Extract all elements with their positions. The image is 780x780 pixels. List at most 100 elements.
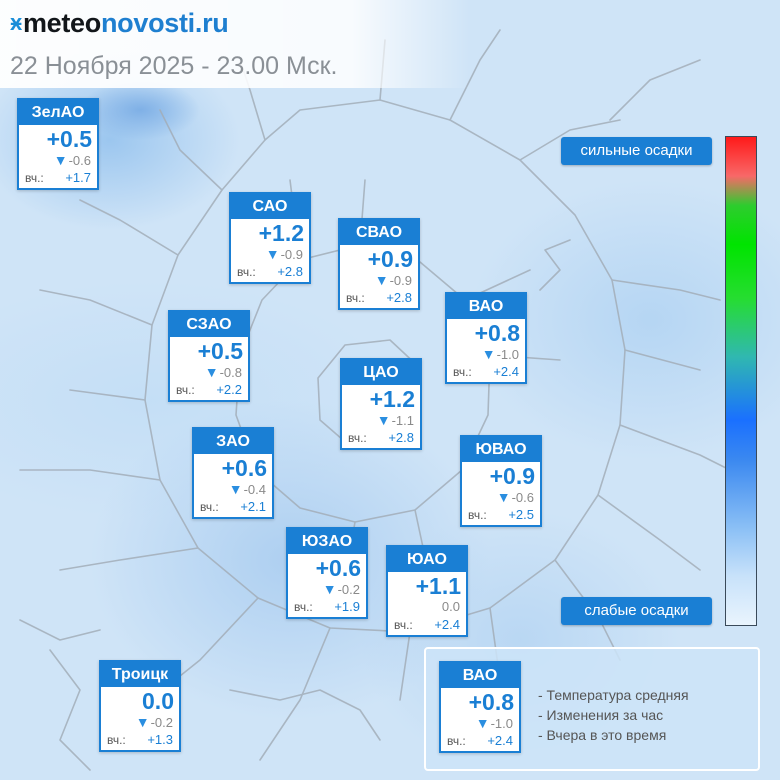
yesterday-value: +2.1 [240,499,266,514]
district-temperature: 0.0 [142,688,174,714]
yesterday-value: +2.4 [487,733,513,748]
district-hourly-change: ▼-1.0 [447,346,525,362]
change-value: -0.4 [243,482,266,497]
district-temperature: +0.9 [489,463,535,489]
yesterday-value: +2.8 [386,290,412,305]
district-yesterday: вч.: +2.8 [231,262,309,282]
district-temperature: +0.9 [367,246,413,272]
district-name: САО [231,194,309,219]
district-name: ЮЗАО [288,529,366,554]
arrow-down-icon: ▼ [265,246,280,262]
district-hourly-change: ▼-0.6 [462,489,540,505]
arrow-down-icon: ▼ [53,152,68,168]
arrow-down-icon: ▼ [322,581,337,597]
arrow-down-icon: ▼ [204,364,219,380]
yesterday-value: +1.7 [65,170,91,185]
yesterday-label: вч.: [348,431,367,445]
district-temperature: +0.8 [474,320,520,346]
district-yesterday: вч.: +2.4 [447,362,525,382]
district-temperature: +1.1 [415,573,461,599]
district-temperature: +0.8 [468,689,514,715]
logo-text-dark: meteo [22,8,101,38]
district-temperature: +1.2 [369,386,415,412]
change-value: -0.9 [389,273,412,288]
yesterday-value: +2.5 [508,507,534,522]
legend-line-yesterday: - Вчера в это время [538,727,667,743]
district-hourly-change: ▼-0.2 [101,714,179,730]
district-card-yuvao: ЮВАО +0.9 ▼-0.6 вч.: +2.5 [460,435,542,527]
arrow-down-icon: ▼ [481,346,496,362]
yesterday-value: +2.4 [493,364,519,379]
change-value: -0.2 [337,582,360,597]
district-card-zelao: ЗелАО +0.5 ▼-0.6 вч.: +1.7 [17,98,99,190]
yesterday-label: вч.: [176,383,195,397]
legend-panel: ВАО +0.8 ▼-1.0 вч.: +2.4 - Температура ср… [424,647,760,771]
yesterday-label: вч.: [468,508,487,522]
district-yesterday: вч.: +1.7 [19,168,97,188]
district-temperature: +0.6 [315,555,361,581]
district-name: СЗАО [170,312,248,337]
yesterday-value: +2.2 [216,382,242,397]
district-name: ЗАО [194,429,272,454]
district-card-cao: ЦАО +1.2 ▼-1.1 вч.: +2.8 [340,358,422,450]
arrow-down-icon: ▼ [475,715,490,731]
yesterday-label: вч.: [25,171,44,185]
change-value: -0.8 [219,365,242,380]
district-card-yuzao: ЮЗАО +0.6 ▼-0.2 вч.: +1.9 [286,527,368,619]
district-yesterday: вч.: +2.1 [194,497,272,517]
yesterday-label: вч.: [294,600,313,614]
change-value: -1.0 [496,347,519,362]
district-name: ВАО [441,663,519,688]
legend-line-temperature: - Температура средняя [538,687,689,703]
district-card-sao: САО +1.2 ▼-0.9 вч.: +2.8 [229,192,311,284]
precip-color-scale [725,136,757,626]
district-hourly-change: ▼-0.6 [19,152,97,168]
change-value: -0.2 [150,715,173,730]
yesterday-value: +2.8 [388,430,414,445]
precip-scale-bottom-label: слабые осадки [561,597,712,625]
arrow-down-icon: ▼ [496,489,511,505]
district-card-zao: ЗАО +0.6 ▼-0.4 вч.: +2.1 [192,427,274,519]
district-yesterday: вч.: +2.8 [340,288,418,308]
yesterday-label: вч.: [453,365,472,379]
district-hourly-change: ▼-1.1 [342,412,420,428]
logo-mark-icon: ӿ [10,10,22,35]
yesterday-value: +1.3 [147,732,173,747]
yesterday-label: вч.: [107,733,126,747]
change-value: 0.0 [441,599,460,614]
logo-text-accent: novosti [100,8,195,38]
district-name: ЦАО [342,360,420,385]
legend-sample-card: ВАО +0.8 ▼-1.0 вч.: +2.4 [439,661,521,753]
change-value: -0.6 [68,153,91,168]
district-yesterday: вч.: +2.2 [170,380,248,400]
change-value: -1.1 [391,413,414,428]
district-hourly-change: 0.0 [388,599,466,615]
arrow-down-icon: ▼ [228,481,243,497]
district-temperature: +0.5 [46,126,92,152]
district-temperature: +1.2 [258,220,304,246]
arrow-down-icon: ▼ [135,714,150,730]
district-hourly-change: ▼-0.9 [231,246,309,262]
forecast-datetime: 22 Ноября 2025 - 23.00 Мск. [10,52,338,80]
district-name: ЮВАО [462,437,540,462]
change-value: -0.9 [280,247,303,262]
district-card-yuao: ЮАО +1.1 0.0 вч.: +2.4 [386,545,468,637]
change-value: -1.0 [490,716,513,731]
district-yesterday: вч.: +2.8 [342,428,420,448]
district-card-svao: СВАО +0.9 ▼-0.9 вч.: +2.8 [338,218,420,310]
yesterday-value: +2.8 [277,264,303,279]
legend-descriptions: - Температура средняя - Изменения за час… [538,685,689,745]
change-value: -0.6 [511,490,534,505]
district-yesterday: вч.: +2.5 [462,505,540,525]
district-card-troitsk: Троицк 0.0 ▼-0.2 вч.: +1.3 [99,660,181,752]
site-logo[interactable]: ӿmeteonovosti.ru [10,8,229,39]
yesterday-label: вч.: [237,265,256,279]
district-hourly-change: ▼-0.8 [170,364,248,380]
logo-suffix: .ru [194,8,229,38]
header-band [0,0,470,88]
district-temperature: +0.6 [221,455,267,481]
yesterday-label: вч.: [394,618,413,632]
district-card-szao: СЗАО +0.5 ▼-0.8 вч.: +2.2 [168,310,250,402]
district-yesterday: вч.: +1.3 [101,730,179,750]
